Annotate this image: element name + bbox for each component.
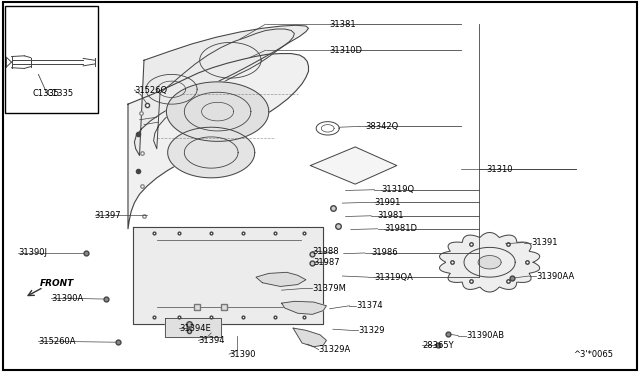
Text: 31381: 31381 (330, 20, 356, 29)
Text: 28365Y: 28365Y (422, 341, 454, 350)
Polygon shape (128, 54, 308, 229)
Text: 31988: 31988 (312, 247, 339, 256)
Text: 31329: 31329 (358, 326, 385, 335)
Text: 31981D: 31981D (384, 224, 417, 233)
Polygon shape (154, 29, 294, 149)
Text: 31374: 31374 (356, 301, 383, 310)
Polygon shape (256, 272, 306, 286)
Polygon shape (166, 82, 269, 141)
Text: 31394E: 31394E (179, 324, 211, 333)
Text: 31391: 31391 (531, 238, 557, 247)
Text: 31397: 31397 (95, 211, 122, 219)
Text: 31986: 31986 (371, 248, 398, 257)
Text: 31319QA: 31319QA (374, 273, 413, 282)
Bar (5, 6, 98, 113)
Text: 31390AB: 31390AB (466, 331, 504, 340)
Text: 31526Q: 31526Q (134, 86, 168, 94)
Text: ^3'*0065: ^3'*0065 (573, 350, 613, 359)
Text: 31379M: 31379M (312, 284, 346, 293)
Polygon shape (478, 256, 501, 269)
Text: 31987: 31987 (314, 258, 340, 267)
Polygon shape (282, 301, 326, 314)
Text: 31991: 31991 (374, 198, 401, 207)
Polygon shape (168, 127, 255, 178)
Text: 31390J: 31390J (18, 248, 47, 257)
Text: 31329A: 31329A (319, 345, 351, 354)
Text: 31310: 31310 (486, 165, 513, 174)
Text: FRONT: FRONT (40, 279, 74, 288)
Text: 31390: 31390 (229, 350, 255, 359)
Text: 315260A: 315260A (38, 337, 76, 346)
Text: 31394: 31394 (198, 336, 225, 345)
Polygon shape (165, 318, 221, 337)
Polygon shape (134, 25, 308, 155)
Text: 31319Q: 31319Q (381, 185, 414, 194)
Text: C1335: C1335 (46, 89, 73, 98)
Polygon shape (293, 328, 326, 347)
Polygon shape (133, 227, 323, 324)
Text: 31390A: 31390A (51, 294, 83, 303)
Text: 31390AA: 31390AA (536, 272, 575, 280)
Text: 31310D: 31310D (330, 46, 363, 55)
Text: 38342Q: 38342Q (365, 122, 398, 131)
Text: C1335: C1335 (33, 89, 60, 98)
Text: 31981: 31981 (378, 211, 404, 220)
Polygon shape (440, 232, 540, 292)
Polygon shape (310, 147, 397, 184)
